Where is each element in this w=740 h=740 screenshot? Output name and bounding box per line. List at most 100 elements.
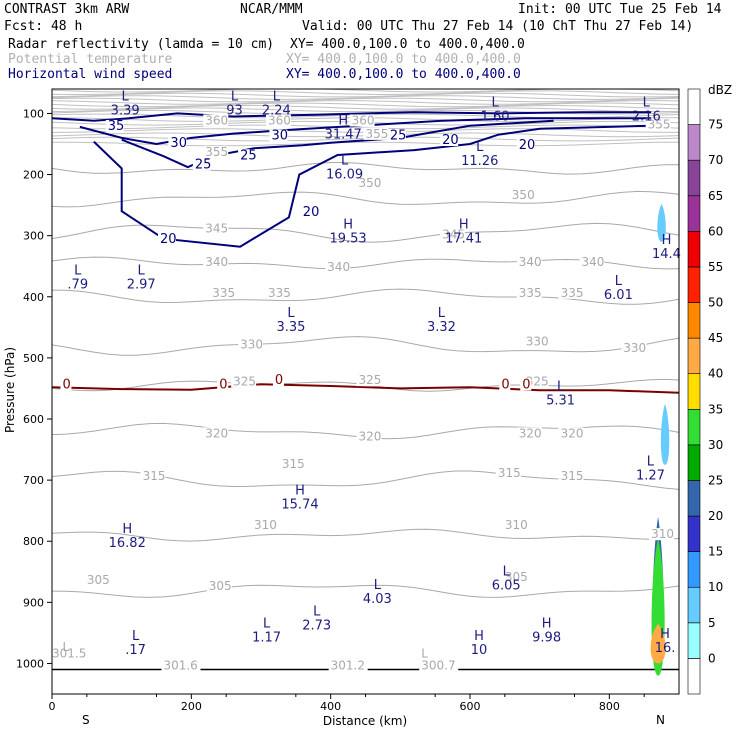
theta-label-bg (265, 286, 291, 299)
x-end-label-north: N (656, 713, 665, 727)
extremum-value: 4.03 (363, 592, 392, 607)
extremum-value: 16. (655, 641, 676, 656)
theta-contour-upper (51, 92, 680, 98)
low-marker: L (341, 153, 349, 168)
extremum-value: 5.31 (546, 394, 575, 409)
colorbar-swatch (687, 124, 701, 161)
y-tick-label: 400 (23, 291, 44, 304)
low-marker: L (491, 95, 499, 110)
high-marker: H (295, 483, 305, 498)
theta-label-bg (419, 659, 459, 672)
theta-label-bg (516, 256, 542, 269)
theta-label-bg (363, 127, 389, 140)
theta-label: 325 (359, 373, 382, 387)
wind-label-bg (300, 206, 319, 219)
y-tick-label: 500 (23, 352, 44, 365)
colorbar-level-label: 60 (708, 224, 723, 238)
theta-label: 300.7 (421, 659, 455, 673)
field-xy-theta: XY= 400.0,100.0 to 400.0,400.0 (286, 52, 521, 67)
wind-contours (51, 111, 680, 394)
extremum-value: 2.16 (632, 109, 661, 124)
theta-label-bg (558, 286, 584, 299)
wind-contour-25 (121, 119, 554, 169)
theta-label-bg (206, 580, 232, 593)
wind-contour-label: 30 (170, 136, 187, 151)
x-tick-label: 800 (599, 700, 620, 713)
low-marker: L (138, 263, 146, 278)
theta-label: 301.6 (163, 659, 197, 673)
theta-label: 345 (205, 222, 228, 236)
theta-label-bg (440, 228, 466, 241)
wind-label-bg (499, 378, 511, 391)
low-marker: L (643, 95, 651, 110)
colorbar-swatch (687, 302, 701, 339)
theta-label-bg (328, 659, 368, 672)
theta-label: 310 (651, 527, 674, 541)
wind-label-bg (238, 149, 257, 162)
theta-label-bg (523, 335, 549, 348)
extremum-value: 1.60 (481, 109, 510, 124)
low-marker: L (273, 89, 281, 104)
theta-label: 310 (505, 518, 528, 532)
theta-label: 330 (526, 335, 549, 349)
x-tick-label: 0 (49, 700, 56, 713)
field-xy-wind: XY= 400.0,100.0 to 400.0,400.0 (286, 67, 521, 82)
theta-label: 335 (212, 286, 235, 300)
low-marker: L (615, 274, 623, 289)
theta-label-bg (325, 261, 351, 274)
wind-label-bg (157, 233, 176, 245)
low-marker: L (263, 617, 271, 632)
wind-label-bg (60, 378, 72, 391)
theta-label: 355 (366, 127, 389, 141)
wind-label-bg (105, 119, 124, 132)
theta-label-bg (516, 427, 542, 440)
theta-label: 325 (233, 374, 256, 388)
y-tick-label: 800 (23, 535, 44, 548)
low-marker: L (122, 89, 130, 104)
dbz-colorbar: 0 5 10 15 20 25 30 35 40 45 50 55 60 65 70 75 (687, 88, 723, 695)
extremum-value: 2.97 (127, 277, 156, 292)
colorbar-swatch (687, 586, 701, 624)
x-axis-label: Distance (km) (323, 714, 407, 728)
theta-label: 335 (268, 286, 291, 300)
theta-label-bg (203, 114, 229, 127)
y-tick-label: 100 (23, 107, 44, 120)
low-marker: L (647, 455, 655, 470)
theta-label: 305 (505, 570, 528, 584)
low-marker: L (231, 89, 239, 104)
colorbar-swatch (687, 444, 701, 481)
x-axis: 0 200 400 600 800 (49, 694, 645, 713)
low-marker: L (74, 263, 82, 278)
theta-label: 335 (519, 286, 542, 300)
theta-label: 305 (209, 579, 232, 593)
y-axis-label: Pressure (hPa) (3, 347, 17, 433)
theta-label-bg (349, 114, 375, 127)
colorbar-swatch (687, 337, 701, 375)
extremum-value: 19.53 (329, 232, 366, 247)
theta-label: 301.2 (331, 659, 365, 673)
theta-label-bg (231, 375, 257, 388)
extremum-value: 1.17 (252, 631, 281, 646)
theta-label: 360 (205, 113, 228, 127)
theta-label: 315 (498, 466, 521, 480)
high-marker: H (542, 617, 552, 632)
colorbar-swatch (687, 515, 701, 552)
y-tick-label: 700 (23, 474, 44, 487)
colorbar-level-label: 50 (708, 296, 723, 310)
theta-label-bg (210, 286, 236, 299)
colorbar-units: dBZ (708, 83, 732, 97)
theta-label: 350 (359, 176, 382, 190)
theta-label: 315 (282, 457, 305, 471)
extremum-value: 10 (471, 643, 488, 658)
colorbar-level-label: 65 (708, 189, 723, 203)
theta-label: 350 (512, 188, 535, 202)
theta-contour-305 (51, 584, 680, 598)
theta-contour-340 (51, 256, 680, 270)
extremum-value: 3.35 (276, 320, 305, 335)
plot-background (52, 89, 679, 694)
extremum-value: 16.09 (326, 167, 363, 182)
theta-label-bg (509, 189, 535, 201)
field-name-wind: Horizontal wind speed (8, 67, 172, 82)
high-marker: H (459, 218, 469, 233)
